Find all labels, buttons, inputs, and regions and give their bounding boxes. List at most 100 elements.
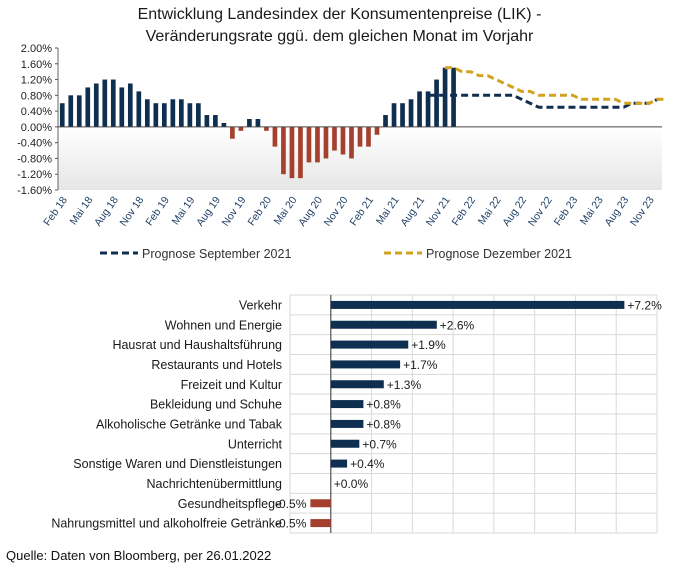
x-tick-label: Aug 19 — [194, 194, 223, 228]
inflation-bar — [76, 95, 82, 127]
data-label: -0.5% — [275, 517, 307, 531]
inflation-bar — [247, 119, 252, 127]
inflation-bar — [417, 91, 422, 127]
inflation-bar — [144, 99, 150, 127]
forecast-line — [428, 93, 659, 109]
inflation-bar — [255, 119, 261, 127]
inflation-bar — [408, 99, 414, 127]
data-label: +1.9% — [411, 338, 446, 352]
inflation-bar — [136, 91, 142, 127]
category-label: Bekleidung und Schuhe — [150, 398, 282, 412]
x-tick-label: Aug 22 — [500, 194, 529, 228]
inflation-bar — [221, 122, 227, 127]
inflation-bar — [272, 126, 278, 147]
data-label: +7.2% — [627, 298, 662, 312]
x-tick-label: Feb 19 — [143, 194, 172, 228]
chart-title-line-1: Entwicklung Landesindex der Konsumentenp… — [137, 6, 542, 23]
category-bar — [310, 499, 331, 508]
x-tick-label: Aug 23 — [602, 194, 631, 228]
category-label: Restaurants und Hotels — [151, 358, 282, 372]
category-label: Unterricht — [228, 437, 283, 451]
inflation-bar — [127, 83, 133, 127]
category-bar — [330, 459, 348, 468]
inflation-bar — [187, 103, 193, 127]
x-tick-label: Aug 21 — [398, 194, 427, 228]
inflation-bar — [323, 126, 329, 159]
inflation-bar — [153, 103, 159, 127]
inflation-bar-chart: 2.00% 1.60% 1.20% 0.80% 0.40% 0.00% -0.40% -0.8… — [17, 43, 667, 229]
x-tick-label: Nov 23 — [628, 194, 657, 228]
inflation-bar — [315, 126, 320, 163]
category-label: Nachrichtenübermittlung — [147, 477, 283, 491]
data-label: +0.4% — [350, 457, 385, 471]
category-bar — [330, 360, 401, 369]
inflation-bar — [213, 115, 218, 127]
inflation-bar — [281, 126, 286, 175]
inflation-bar — [85, 87, 91, 127]
forecast-legend: Prognose September 2021 Prognose Dezember… — [100, 247, 572, 261]
inflation-bar — [68, 95, 74, 127]
inflation-bar — [264, 126, 269, 131]
inflation-bar — [383, 115, 388, 127]
x-tick-label: Nov 19 — [220, 194, 249, 228]
category-bar — [330, 320, 437, 329]
category-label: Gesundheitspflege — [178, 497, 282, 511]
category-bar — [330, 340, 409, 349]
source-note: Quelle: Daten von Bloomberg, per 26.01.2… — [6, 548, 272, 563]
legend-label: Prognose Dezember 2021 — [426, 247, 572, 261]
inflation-bar — [306, 126, 312, 163]
y-tick-label: 0.00% — [21, 122, 52, 134]
x-tick-label: Nov 21 — [424, 194, 453, 228]
inflation-bar — [161, 103, 167, 127]
inflation-bar — [93, 83, 99, 127]
category-bar — [330, 400, 364, 409]
x-tick-label: Feb 20 — [245, 194, 274, 228]
y-tick-label: -0.40% — [17, 138, 52, 150]
inflation-bar — [332, 126, 337, 151]
inflation-bar — [230, 126, 235, 139]
y-tick-label: 1.20% — [21, 75, 52, 87]
y-tick-label: 2.00% — [21, 43, 52, 55]
y-tick-label: 1.60% — [21, 59, 52, 71]
category-label: Sonstige Waren und Dienstleistungen — [73, 457, 282, 471]
data-label: +0.7% — [362, 437, 397, 451]
chart-title-line-2: Veränderungsrate ggü. dem gleichen Monat… — [145, 28, 534, 45]
x-tick-label: Feb 23 — [552, 194, 581, 228]
chart-title: Entwicklung Landesindex der Konsumentenp… — [0, 4, 679, 48]
inflation-bar — [391, 103, 397, 127]
category-bar — [330, 419, 364, 428]
x-tick-label: Nov 18 — [118, 194, 147, 228]
category-bar-chart: Verkehr +7.2% Wohnen und Energie +2.6% Hausr… — [51, 294, 662, 534]
data-label: +0.8% — [366, 398, 401, 412]
inflation-bar — [451, 67, 456, 127]
category-bar — [330, 300, 625, 309]
x-tick-label: Nov 22 — [526, 194, 555, 228]
inflation-bar — [425, 91, 431, 127]
x-tick-label: Aug 18 — [92, 194, 121, 228]
inflation-bar — [238, 126, 244, 131]
data-label: +0.0% — [334, 477, 369, 491]
forecast-line — [445, 66, 667, 105]
data-label: +0.8% — [366, 417, 401, 431]
x-tick-label: Feb 18 — [41, 194, 70, 228]
category-label: Freizeit und Kultur — [181, 378, 282, 392]
x-tick-label: Aug 20 — [296, 194, 325, 228]
y-tick-label: -1.60% — [17, 185, 52, 197]
category-bar — [310, 519, 331, 528]
y-tick-label: -0.80% — [17, 153, 52, 165]
inflation-bar — [196, 103, 201, 127]
data-label: +1.7% — [403, 358, 438, 372]
inflation-bar — [102, 79, 108, 127]
inflation-bar — [119, 87, 125, 127]
category-bar — [330, 439, 360, 448]
data-label: +1.3% — [387, 378, 422, 392]
y-tick-label: -1.20% — [17, 169, 52, 181]
inflation-bar — [289, 126, 295, 179]
data-label: -0.5% — [275, 497, 307, 511]
y-tick-label: 0.80% — [21, 90, 52, 102]
inflation-bar — [59, 103, 65, 127]
inflation-bar — [170, 99, 176, 127]
inflation-bar — [349, 126, 354, 159]
category-label: Hausrat und Haushaltsführung — [112, 338, 282, 352]
